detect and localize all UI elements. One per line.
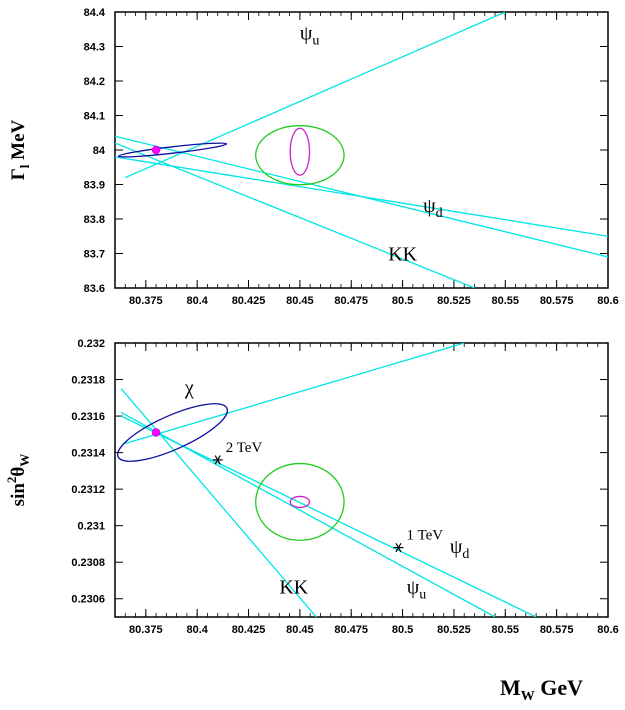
x-tick-label: 80.55 [492, 295, 520, 307]
y-tick-label: 0.2314 [71, 448, 106, 460]
sm-point-marker [151, 428, 161, 437]
x-tick-label: 80.475 [334, 624, 368, 636]
x-axis-title-sub: W [521, 689, 535, 704]
curve-label: ψu [407, 576, 427, 602]
x-tick-label: 80.55 [492, 624, 520, 636]
x-tick-label: 80.525 [437, 295, 471, 307]
x-tick-label: 80.6 [597, 295, 618, 307]
x-axis-title-main: M [500, 675, 521, 700]
x-tick-label: 80.375 [129, 624, 163, 636]
y-tick-label: 84.2 [84, 76, 105, 88]
x-tick-label: 80.45 [286, 624, 314, 636]
bottom-panel-sin2thetaw: 80.375 80.4 80.425 80.45 80.475 80.5 80.525 80.… [4, 338, 619, 636]
x-tick-label: 80.6 [597, 624, 618, 636]
green-contour-ellipse [255, 125, 345, 186]
y-tick-label: 83.8 [84, 214, 105, 226]
curve-label: ψu [300, 23, 320, 49]
star-label: 2 TeV [226, 440, 263, 456]
x-tick-label: 80.4 [186, 295, 208, 307]
x-tick-label: 80.4 [186, 624, 208, 636]
x-axis-title: MW GeV [500, 675, 583, 704]
curve-label: ψd [423, 195, 443, 221]
y-tick-label: 0.2316 [71, 411, 105, 423]
curve-label: KK [279, 576, 308, 598]
x-tick-label: 80.525 [437, 624, 471, 636]
y-tick-label: 83.7 [84, 249, 105, 261]
series-line-ψ-d [120, 415, 537, 617]
star-marker [214, 455, 221, 465]
curve-label: ψd [450, 536, 470, 562]
y-tick-label: 84.3 [84, 42, 105, 54]
star-marker [395, 542, 402, 553]
x-tick-label: 80.375 [129, 295, 163, 307]
magenta-contour-ellipse [289, 495, 311, 509]
y-tick-label: 84.4 [84, 7, 106, 19]
y-tick-label: 83.9 [84, 180, 105, 192]
x-axis-title-unit: GeV [535, 675, 583, 700]
top-panel-gamma-l: 80.375 80.4 80.425 80.45 80.475 80.5 80.525 80.… [8, 7, 619, 307]
magenta-contour-ellipse [289, 127, 311, 176]
green-contour-ellipse [255, 462, 345, 541]
x-tick-label: 80.5 [392, 295, 413, 307]
series-line-ψ-d [115, 156, 608, 237]
x-tick-label: 80.425 [232, 295, 266, 307]
curve-label: χ [184, 377, 194, 399]
x-tick-label: 80.425 [232, 624, 266, 636]
y-tick-label: 84 [93, 145, 106, 157]
y-axis-title: Γl MeV [8, 119, 32, 180]
navy-contour-ellipse [117, 403, 229, 462]
x-tick-label: 80.575 [540, 295, 574, 307]
star-label: 1 TeV [406, 528, 443, 544]
series-line-χ [125, 343, 465, 445]
series-line-KK [120, 388, 317, 617]
y-tick-label: 84.1 [84, 111, 105, 123]
y-tick-label: 0.2312 [71, 484, 105, 496]
y-tick-label: 0.2308 [71, 557, 105, 569]
x-tick-label: 80.475 [334, 295, 368, 307]
series-line-ψ-u [125, 12, 506, 179]
y-axis-title: sin2θW [4, 454, 32, 507]
y-tick-label: 0.2306 [71, 594, 105, 606]
navy-contour-ellipse [117, 142, 228, 158]
x-tick-label: 80.45 [286, 295, 314, 307]
y-tick-label: 0.2318 [71, 375, 105, 387]
x-tick-label: 80.575 [540, 624, 574, 636]
curve-label: KK [388, 243, 417, 265]
series-line-KK [115, 142, 475, 288]
y-tick-label: 0.231 [77, 521, 105, 533]
y-tick-label: 83.6 [84, 283, 105, 295]
x-tick-label: 80.5 [392, 624, 413, 636]
y-tick-label: 0.232 [77, 338, 105, 350]
sm-point-marker [151, 145, 161, 155]
